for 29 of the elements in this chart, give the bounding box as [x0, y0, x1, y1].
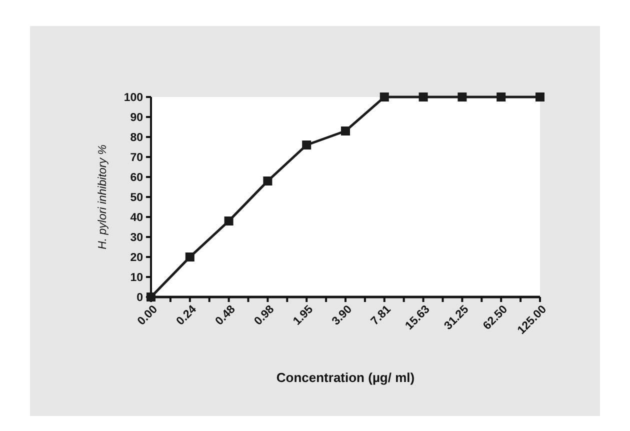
point	[224, 216, 234, 226]
point	[496, 92, 506, 102]
point	[263, 176, 272, 186]
point	[418, 92, 428, 102]
point	[185, 252, 194, 262]
y-tick-label: 70	[130, 152, 143, 164]
y-tick-label: 60	[130, 172, 143, 184]
x-tick-label: 0.48	[213, 303, 238, 328]
y-axis-title: H. pylori inhibitory %	[97, 144, 109, 250]
y-tick-label: 90	[130, 112, 143, 124]
y-tick-label: 30	[130, 232, 143, 244]
y-tick-label: 10	[130, 272, 143, 284]
y-tick-label: 80	[130, 132, 143, 144]
x-axis-title: Concentration (µg/ ml)	[276, 370, 415, 385]
point	[302, 140, 312, 150]
x-tick-label: 3.90	[330, 303, 354, 328]
y-tick-label: 0	[136, 292, 143, 304]
x-tick-label: 0.98	[252, 303, 278, 328]
x-tick-label: 7.81	[369, 303, 394, 328]
y-tick-label: 40	[130, 212, 143, 224]
point	[536, 92, 544, 102]
x-tick-label: 0.24	[174, 303, 200, 328]
y-tick-label: 50	[130, 192, 143, 204]
y-tick-label: 20	[130, 252, 143, 264]
point	[458, 92, 467, 102]
point	[380, 92, 389, 102]
point	[341, 126, 350, 136]
x-tick-label: 0.00	[136, 303, 160, 328]
y-tick-label: 100	[124, 92, 143, 104]
